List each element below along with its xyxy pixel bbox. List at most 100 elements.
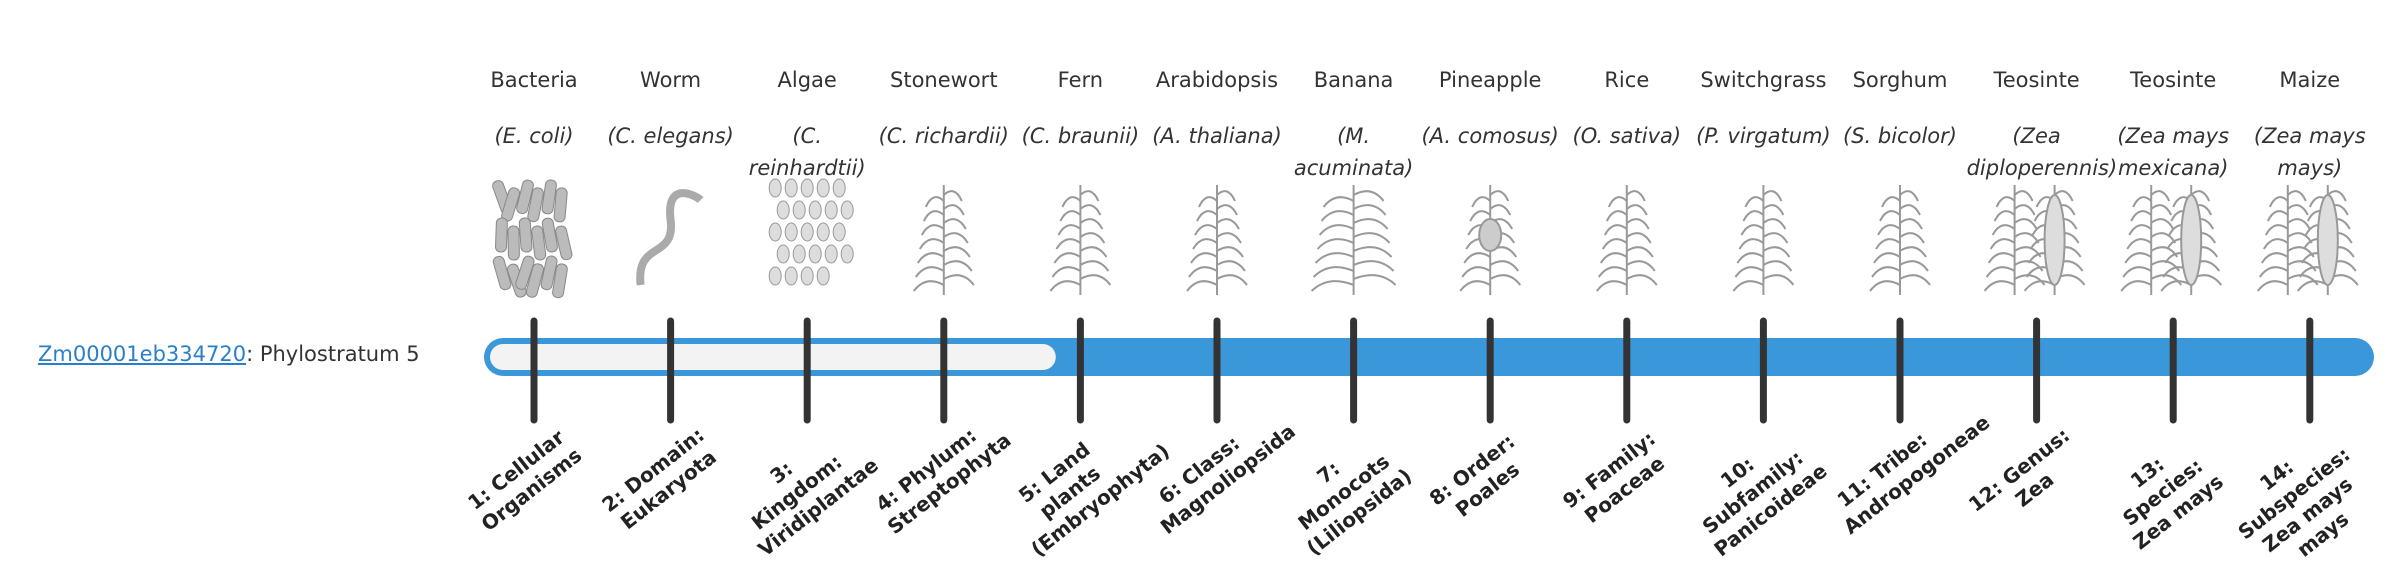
leaf (2264, 224, 2289, 236)
leaf (1196, 210, 1218, 222)
leaf (1762, 274, 1795, 286)
leaf (1079, 232, 1106, 244)
cell (792, 244, 806, 264)
organism-species: (P. virgatum) (1696, 124, 1831, 148)
cell (816, 266, 830, 286)
cell (768, 266, 782, 286)
leaf (1079, 260, 1110, 272)
leaf (1057, 224, 1082, 236)
leaf (2297, 280, 2329, 292)
leaf (1216, 232, 1242, 244)
leaf (1599, 252, 1628, 264)
organism-name: Maize (2279, 68, 2341, 92)
leaf (943, 218, 967, 230)
leaf (2124, 252, 2152, 264)
leaf (1188, 266, 1218, 278)
leaf (2130, 210, 2152, 222)
leaf (2013, 218, 2038, 230)
organism-name: Sorghum (1852, 68, 1948, 92)
leaf (1899, 190, 1919, 202)
organism-name: Banana (1313, 68, 1394, 92)
leaf (1626, 274, 1658, 286)
organism-image (636, 189, 704, 286)
cob (2043, 194, 2066, 286)
leaf (1626, 260, 1656, 272)
leaf (1489, 190, 1510, 202)
leaf (2120, 280, 2152, 292)
leaf (2014, 274, 2046, 286)
leaf (943, 204, 965, 216)
gene-link[interactable]: Zm00001eb334720 (38, 342, 247, 366)
leaf (2014, 232, 2040, 244)
organism-species: (A. comosus) (1421, 124, 1559, 148)
leaf (1597, 266, 1628, 278)
cell (792, 200, 806, 220)
leaf (1987, 252, 2016, 264)
leaf (1736, 252, 1764, 264)
leaf (1744, 196, 1765, 208)
leaf (1353, 204, 1387, 216)
leaf (1353, 232, 1391, 244)
organism-name: Fern (1057, 68, 1104, 92)
leaf (2160, 280, 2192, 292)
organism-species: (S. bicolor) (1843, 124, 1957, 148)
leaf (1079, 246, 1108, 258)
cell (784, 178, 798, 198)
leaf (916, 252, 945, 264)
leaf (2287, 190, 2307, 202)
leaf (943, 232, 969, 244)
organism-image (1049, 185, 1112, 295)
leaf (2013, 190, 2034, 202)
leaf (1186, 280, 1218, 292)
leaf (2262, 238, 2289, 250)
leaf (1626, 232, 1652, 244)
leaf (943, 190, 963, 202)
leaf (2260, 252, 2289, 264)
rod (541, 217, 558, 253)
rod (525, 263, 545, 298)
leaf (1055, 238, 1081, 250)
leaf (1881, 196, 1901, 208)
organism-species: (Zea diploperennis) (1966, 124, 2118, 180)
organism-image (1869, 185, 1931, 295)
leaf (1734, 266, 1764, 278)
cell (816, 178, 830, 198)
organism-species: (C. richardii) (878, 124, 1009, 148)
leaf (1198, 196, 1218, 208)
cell (800, 266, 814, 286)
leaf (1192, 238, 1218, 250)
leaf (1626, 190, 1646, 202)
leaf (1879, 210, 1901, 222)
leaf (1216, 246, 1244, 258)
leaf (1732, 280, 1764, 292)
leaf (2287, 274, 2319, 286)
leaf (1607, 196, 1628, 208)
organism-species: (Zea mays mexicana) (2117, 124, 2230, 180)
leaf (2013, 204, 2036, 216)
bar-unreached (490, 344, 1056, 370)
organism-image (1459, 185, 1521, 295)
leaf (2258, 266, 2289, 278)
leaf (2287, 232, 2313, 244)
leaf (1875, 238, 1901, 250)
rod (552, 263, 568, 299)
leaf (2150, 204, 2173, 216)
gene-phylostratum: 5 (406, 342, 420, 366)
organism-name: Switchgrass (1700, 68, 1827, 92)
rod (540, 255, 558, 291)
leaf (913, 280, 945, 292)
leaf (1216, 204, 1238, 216)
leaf (1601, 238, 1628, 250)
organism-species: (C. braunii) (1021, 124, 1140, 148)
organism-name: Worm (640, 68, 702, 92)
leaf (1762, 246, 1791, 258)
leaf (918, 238, 945, 250)
organism-image (1983, 185, 2086, 295)
leaf (2053, 190, 2074, 202)
organism-image (1310, 185, 1397, 295)
leaf (1079, 274, 1112, 286)
leaf (2150, 274, 2182, 286)
leaf (943, 260, 973, 272)
